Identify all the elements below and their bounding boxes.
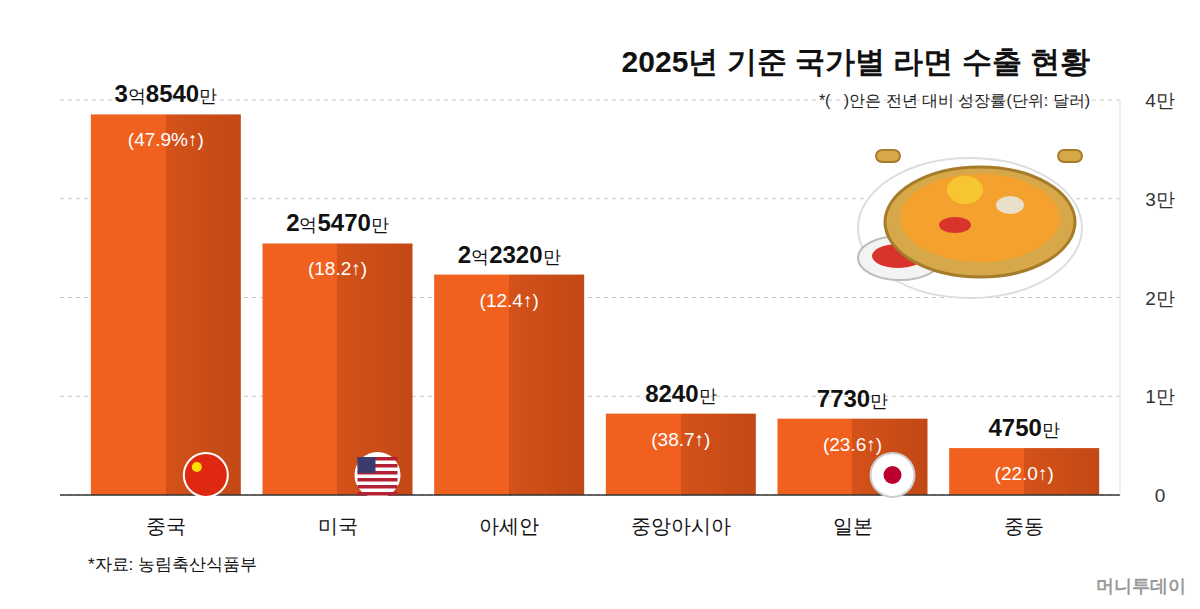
pot-handle [876,150,900,162]
data-label-part: 만 [870,391,888,411]
egg [947,176,983,204]
bars [91,114,1099,495]
data-label: 8240만 [645,380,716,407]
illustration [858,150,1082,298]
topping [939,217,971,233]
flag-canton [358,457,376,473]
growth-label: (47.9%↑) [128,129,204,150]
labels: 3억8540만(47.9%↑)중국2억5470만(18.2↑)미국2억2320만… [114,80,1059,537]
growth-label: (38.7↑) [651,429,710,450]
data-label-part: 만 [1042,420,1060,440]
flag-stripe [358,492,398,496]
data-label-part: 2 [458,241,471,268]
growth-label: (23.6↑) [823,434,882,455]
data-label-part: 억 [299,215,317,235]
data-label-part: 3 [114,80,127,107]
data-label-part: 억 [471,247,489,267]
flag [356,453,400,497]
category-label: 중국 [146,515,186,537]
pot [885,167,1075,277]
data-label-part: 4750 [988,414,1041,441]
flag [871,453,915,497]
bar [91,114,241,495]
source: *자료: 농림축산식품부 [88,555,257,574]
axis-line [1120,100,1121,495]
category-label: 일본 [833,515,873,537]
data-label-part: 5470 [317,209,370,236]
data-label-part: 만 [371,215,389,235]
data-label-part: 억 [128,86,146,106]
growth-label: (22.0↑) [995,463,1054,484]
topping [996,196,1024,214]
chart: 01만2만3만4만3억8540만(47.9%↑)중국2억5470만(18.2↑)… [0,0,1200,609]
grid-line [60,495,1120,496]
tick-label: 2만 [1145,288,1175,309]
data-label: 4750만 [988,414,1059,441]
data-label: 3억8540만 [114,80,217,107]
tick-label: 0 [1155,485,1166,506]
category-label: 중앙아시아 [631,515,731,537]
bar [263,243,413,495]
flag-stripe [358,478,398,482]
grid [60,100,1120,495]
data-label: 2억2320만 [458,241,561,268]
growth-label: (18.2↑) [308,258,367,279]
illustration-shadow [858,158,1082,298]
title: 2025년 기준 국가별 라면 수출 현황 [622,45,1090,78]
category-label: 아세안 [479,515,539,537]
tick-label: 1만 [1145,386,1175,407]
data-label-part: 8540 [146,80,199,107]
tick-label: 4만 [1145,90,1175,111]
flag-star [192,462,202,472]
data-label-part: 7730 [817,385,870,412]
category-label: 중동 [1004,515,1044,537]
bar [434,275,584,495]
flag [184,453,228,497]
flag-stripe [358,485,398,489]
flag-dot [884,466,902,484]
tick-label: 3만 [1145,189,1175,210]
baseline [60,494,1120,496]
data-label-part: 만 [199,86,217,106]
pot-handle [1058,150,1082,162]
watermark: 머니투데이 [1096,576,1186,596]
data-label-part: 만 [543,247,561,267]
growth-label: (12.4↑) [480,290,539,311]
subtitle: *( )안은 전년 대비 성장률(단위: 달러) [819,92,1090,109]
data-label: 2억5470만 [286,209,389,236]
bar [606,414,756,495]
category-label: 미국 [318,515,358,537]
data-label: 7730만 [817,385,888,412]
bar [949,448,1099,495]
data-label-part: 2320 [489,241,542,268]
data-label-part: 2 [286,209,299,236]
data-label-part: 8240 [645,380,698,407]
flags [184,453,915,497]
noodles [900,174,1060,262]
data-label-part: 만 [699,386,717,406]
